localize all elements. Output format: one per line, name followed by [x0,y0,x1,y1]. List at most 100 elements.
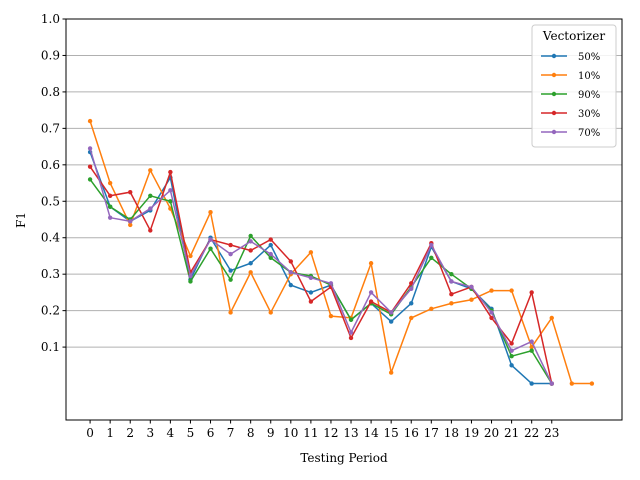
data-point [388,310,394,315]
data-point [469,297,474,302]
data-point [429,255,434,260]
series-70-pct [87,146,554,386]
data-point [168,169,173,175]
x-tick-label: 9 [267,426,275,440]
legend-label: 70% [578,128,600,139]
data-point [409,301,414,306]
data-point [228,251,233,257]
data-point [168,188,173,193]
data-point [107,215,113,220]
x-tick-label: 23 [544,426,559,440]
series-layer [87,118,595,386]
data-point [449,271,454,277]
data-point [529,344,534,350]
data-point [128,222,133,228]
x-tick-label: 10 [283,426,298,440]
data-point [328,313,334,319]
data-point [388,370,394,375]
y-tick-label: 0.7 [41,121,60,135]
data-point [489,288,494,293]
data-point [208,237,213,242]
data-point [268,255,273,260]
data-point [529,290,534,295]
data-point [128,189,133,195]
legend-label: 50% [578,52,600,63]
x-tick-label: 6 [207,426,215,440]
data-point [348,330,354,335]
legend: Vectorizer 50% 10% 90% 30% 70% [531,24,617,148]
data-point [368,290,374,295]
y-tick-label: 0.2 [41,304,60,318]
data-point [489,315,494,321]
x-tick-label: 17 [424,426,439,440]
data-point [368,261,374,266]
y-axis-title: F1 [14,212,28,228]
data-point [529,339,534,344]
x-axis-ticks: 0 1 2 3 4 5 6 7 8 9 10 11 12 13 14 15 16 17 18 19 20 21 22 23 [86,420,559,440]
data-point [529,381,534,386]
legend-label: 10% [578,71,600,82]
x-tick-label: 19 [464,426,479,440]
x-tick-label: 21 [504,426,519,440]
data-point [228,242,233,248]
data-point [208,246,213,251]
data-point [188,253,193,259]
series-line [89,148,553,384]
y-tick-label: 0.3 [41,267,60,281]
data-point [208,210,213,215]
data-point [228,268,233,273]
data-point [549,315,554,321]
x-tick-label: 3 [146,426,154,440]
x-tick-label: 16 [404,426,419,440]
x-tick-label: 8 [247,426,255,440]
x-tick-label: 20 [484,426,499,440]
data-point [248,239,253,244]
x-tick-label: 0 [86,426,94,440]
data-point [529,348,534,353]
data-point [328,281,334,286]
data-point [509,288,514,293]
data-point [268,251,273,257]
data-point [87,177,93,182]
data-point [148,168,153,173]
legend-box [531,24,617,148]
y-tick-label: 0.1 [41,340,60,354]
data-point [509,348,514,353]
data-point [87,118,93,124]
x-tick-label: 5 [187,426,195,440]
legend-marker [551,110,557,116]
data-point [348,317,354,322]
data-point [268,242,273,248]
data-point [288,282,294,288]
data-point [128,219,133,224]
x-tick-label: 22 [524,426,539,440]
x-tick-label: 7 [227,426,235,440]
data-point [288,270,294,275]
series-line [89,120,592,385]
data-point [228,310,233,315]
data-point [429,306,434,312]
data-point [549,381,554,386]
x-tick-label: 4 [167,426,175,440]
data-point [308,299,314,304]
y-tick-label: 0.4 [41,231,60,245]
data-point [509,341,514,346]
data-point [188,279,193,284]
data-point [107,180,113,186]
data-point [509,363,514,368]
data-point [348,335,354,341]
legend-marker [551,72,557,78]
data-point [148,193,153,199]
data-point [248,270,253,275]
data-point [228,277,233,282]
x-tick-label: 14 [363,426,379,440]
y-tick-label: 0.9 [41,48,60,62]
data-point [107,204,113,209]
x-tick-label: 15 [384,426,399,440]
data-point [489,310,494,315]
data-point [429,242,434,248]
data-point [308,290,314,295]
y-tick-label: 0.6 [41,158,60,172]
y-tick-label: 0.5 [41,194,60,208]
legend-marker [551,53,557,59]
